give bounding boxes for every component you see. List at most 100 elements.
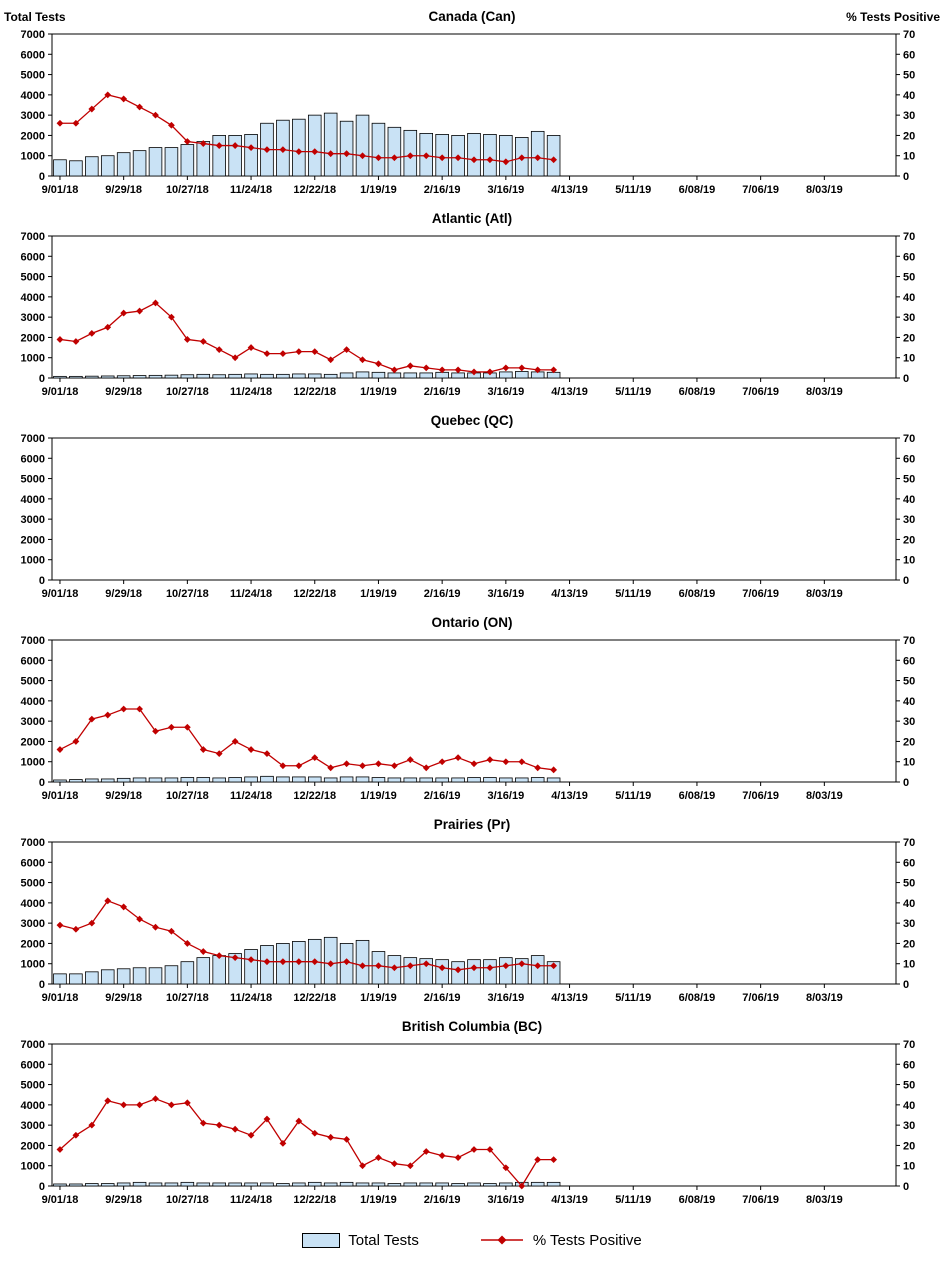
svg-text:4000: 4000 [21,696,45,708]
svg-text:3000: 3000 [21,918,45,930]
svg-text:1000: 1000 [21,1161,45,1173]
svg-text:1000: 1000 [21,959,45,971]
svg-text:7/06/19: 7/06/19 [742,1194,779,1206]
svg-text:5/11/19: 5/11/19 [615,588,651,600]
svg-text:4/13/19: 4/13/19 [551,992,588,1004]
svg-text:3/16/19: 3/16/19 [487,1194,524,1206]
legend-total-tests-label: Total Tests [348,1231,419,1249]
svg-text:1000: 1000 [21,757,45,769]
prairies-chart: 0 1000 2000 3000 4000 5000 6000 7000 0 10 20 30 40 50… [21,837,916,1004]
svg-text:7000: 7000 [21,1039,45,1051]
svg-text:2/16/19: 2/16/19 [424,588,461,600]
svg-text:2000: 2000 [21,736,45,748]
svg-text:8/03/19: 8/03/19 [806,184,843,196]
chart-title-canada: Canada (Can) [428,9,516,24]
svg-text:10: 10 [903,555,915,567]
svg-text:7000: 7000 [21,231,45,243]
svg-text:8/03/19: 8/03/19 [806,588,843,600]
svg-text:0: 0 [39,171,45,183]
svg-text:0: 0 [903,1181,909,1193]
svg-text:0: 0 [903,575,909,587]
svg-text:7/06/19: 7/06/19 [742,184,779,196]
svg-text:0: 0 [39,1181,45,1193]
svg-text:40: 40 [903,696,915,708]
svg-text:11/24/18: 11/24/18 [230,1194,272,1206]
chart-title-prairies: Prairies (Pr) [433,817,511,832]
chart-panel-canada: Total Tests Canada (Can) % Tests Positiv… [0,6,944,206]
svg-text:70: 70 [903,837,915,849]
svg-text:6000: 6000 [21,655,45,667]
svg-text:3000: 3000 [21,110,45,122]
svg-text:9/01/18: 9/01/18 [42,386,79,398]
canada-chart: 0 1000 2000 3000 4000 5000 6000 7000 0 10 20 30 40 50… [21,29,916,196]
svg-text:20: 20 [903,534,915,546]
svg-text:0: 0 [903,373,909,385]
svg-text:9/29/18: 9/29/18 [105,992,142,1004]
svg-text:40: 40 [903,90,915,102]
svg-text:8/03/19: 8/03/19 [806,992,843,1004]
svg-text:0: 0 [903,171,909,183]
svg-text:2/16/19: 2/16/19 [424,1194,461,1206]
svg-text:50: 50 [903,676,915,688]
svg-text:2000: 2000 [21,130,45,142]
svg-text:4000: 4000 [21,898,45,910]
svg-text:11/24/18: 11/24/18 [230,184,272,196]
svg-text:12/22/18: 12/22/18 [293,790,336,802]
svg-text:2000: 2000 [21,332,45,344]
svg-text:4000: 4000 [21,90,45,102]
svg-text:60: 60 [903,857,915,869]
svg-text:1000: 1000 [21,353,45,365]
svg-text:4/13/19: 4/13/19 [551,386,588,398]
svg-text:1/19/19: 1/19/19 [360,184,397,196]
svg-text:30: 30 [903,312,915,324]
svg-text:40: 40 [903,898,915,910]
right-axis-title: % Tests Positive [846,10,940,24]
svg-text:0: 0 [903,777,909,789]
svg-text:20: 20 [903,1140,915,1152]
chart-title-british-columbia: British Columbia (BC) [401,1019,543,1034]
header-row: Total Tests Canada (Can) % Tests Positiv… [0,6,944,28]
svg-text:2000: 2000 [21,1140,45,1152]
svg-text:9/01/18: 9/01/18 [42,992,79,1004]
svg-text:4/13/19: 4/13/19 [551,1194,588,1206]
svg-text:50: 50 [903,272,915,284]
svg-text:20: 20 [903,938,915,950]
svg-text:12/22/18: 12/22/18 [293,992,336,1004]
chart-title-atlantic: Atlantic (Atl) [431,211,513,226]
svg-text:2/16/19: 2/16/19 [424,184,461,196]
svg-text:5/11/19: 5/11/19 [615,386,651,398]
svg-text:0: 0 [39,777,45,789]
svg-text:5000: 5000 [21,878,45,890]
svg-text:7/06/19: 7/06/19 [742,992,779,1004]
svg-text:9/01/18: 9/01/18 [42,184,79,196]
svg-text:6/08/19: 6/08/19 [679,790,716,802]
svg-text:1/19/19: 1/19/19 [360,992,397,1004]
svg-text:0: 0 [903,979,909,991]
chart-panel-atlantic: Atlantic (Atl) 0 1000 2000 3000 4000 5000 6000… [0,208,944,408]
svg-text:0: 0 [39,979,45,991]
svg-text:10: 10 [903,959,915,971]
svg-text:12/22/18: 12/22/18 [293,386,336,398]
chart-panel-prairies: Prairies (Pr) 0 1000 2000 3000 4000 5000 6000 7… [0,814,944,1014]
svg-text:9/01/18: 9/01/18 [42,790,79,802]
svg-text:8/03/19: 8/03/19 [806,1194,843,1206]
svg-text:6000: 6000 [21,453,45,465]
svg-text:2/16/19: 2/16/19 [424,790,461,802]
british-columbia-chart: 0 1000 2000 3000 4000 5000 6000 7000 0 10 20 30 40 50… [21,1039,916,1206]
svg-text:2000: 2000 [21,938,45,950]
chart-panel-british-columbia: British Columbia (BC) 0 1000 2000 3000 4000 5… [0,1016,944,1216]
svg-text:70: 70 [903,1039,915,1051]
svg-text:30: 30 [903,110,915,122]
svg-text:30: 30 [903,918,915,930]
svg-text:5/11/19: 5/11/19 [615,1194,651,1206]
atlantic-chart: 0 1000 2000 3000 4000 5000 6000 7000 0 10 20 30 40 50… [21,231,916,398]
svg-text:10/27/18: 10/27/18 [166,992,209,1004]
svg-text:10/27/18: 10/27/18 [166,588,209,600]
svg-text:5/11/19: 5/11/19 [615,790,651,802]
svg-text:70: 70 [903,231,915,243]
svg-text:5/11/19: 5/11/19 [615,992,651,1004]
svg-text:9/01/18: 9/01/18 [42,1194,79,1206]
svg-text:6/08/19: 6/08/19 [679,386,716,398]
svg-text:70: 70 [903,433,915,445]
svg-text:7000: 7000 [21,433,45,445]
